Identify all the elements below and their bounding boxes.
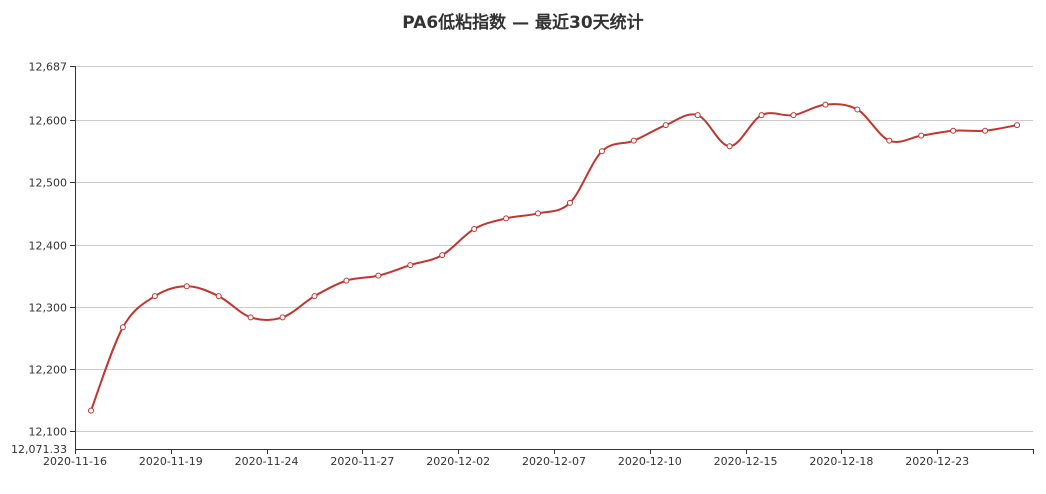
y-axis-min-label: 12,071.33	[11, 443, 67, 456]
y-tick-label: 12,600	[29, 115, 68, 128]
data-points	[87, 101, 1021, 414]
x-tick-label: 2020-12-02	[426, 455, 490, 468]
data-point[interactable]	[183, 283, 190, 290]
y-tick-label: 12,300	[29, 302, 68, 315]
grid-lines	[75, 66, 1033, 432]
data-point[interactable]	[439, 252, 446, 259]
data-point[interactable]	[726, 143, 733, 150]
data-point[interactable]	[598, 148, 605, 155]
series-line	[90, 103, 1018, 411]
chart-title: PA6低粘指数 — 最近30天统计	[402, 13, 644, 33]
data-point[interactable]	[343, 277, 350, 284]
x-tick-label: 2020-12-23	[905, 455, 969, 468]
data-point[interactable]	[758, 112, 765, 119]
x-tick-label: 2020-11-27	[330, 455, 394, 468]
data-point[interactable]	[982, 127, 989, 134]
series-line-layer	[90, 103, 1018, 411]
data-point[interactable]	[247, 314, 254, 321]
data-point[interactable]	[1014, 122, 1021, 129]
data-point[interactable]	[918, 132, 925, 139]
data-point[interactable]	[886, 137, 893, 144]
x-tick-label: 2020-11-16	[43, 455, 107, 468]
x-tick-label: 2020-12-15	[714, 455, 778, 468]
y-tick-label: 12,400	[29, 240, 68, 253]
y-tick-label: 12,687	[29, 61, 68, 74]
x-tick-label: 2020-12-07	[522, 455, 586, 468]
data-point[interactable]	[503, 215, 510, 222]
x-tick-label: 2020-11-19	[139, 455, 203, 468]
data-point[interactable]	[471, 225, 478, 232]
data-point[interactable]	[151, 293, 158, 300]
data-point[interactable]	[215, 293, 222, 300]
x-tick-label: 2020-12-18	[809, 455, 873, 468]
data-point[interactable]	[790, 112, 797, 119]
x-tick-label: 2020-11-24	[235, 455, 299, 468]
data-point[interactable]	[119, 324, 126, 331]
data-point[interactable]	[87, 407, 94, 414]
axes: 12,100 12,200 12,300 12,400 12,500 12,600 12,6…	[11, 61, 1034, 468]
data-point[interactable]	[535, 210, 542, 217]
data-point[interactable]	[854, 106, 861, 113]
data-point[interactable]	[662, 122, 669, 129]
data-point[interactable]	[694, 112, 701, 119]
data-point[interactable]	[279, 314, 286, 321]
data-point[interactable]	[822, 101, 829, 108]
y-tick-label: 12,100	[29, 426, 68, 439]
data-point[interactable]	[630, 137, 637, 144]
x-tick-label: 2020-12-10	[618, 455, 682, 468]
data-point[interactable]	[375, 272, 382, 279]
y-tick-label: 12,500	[29, 177, 68, 190]
data-point[interactable]	[950, 127, 957, 134]
data-point[interactable]	[566, 199, 573, 206]
y-tick-label: 12,200	[29, 364, 68, 377]
data-point[interactable]	[311, 293, 318, 300]
data-point[interactable]	[407, 262, 414, 269]
